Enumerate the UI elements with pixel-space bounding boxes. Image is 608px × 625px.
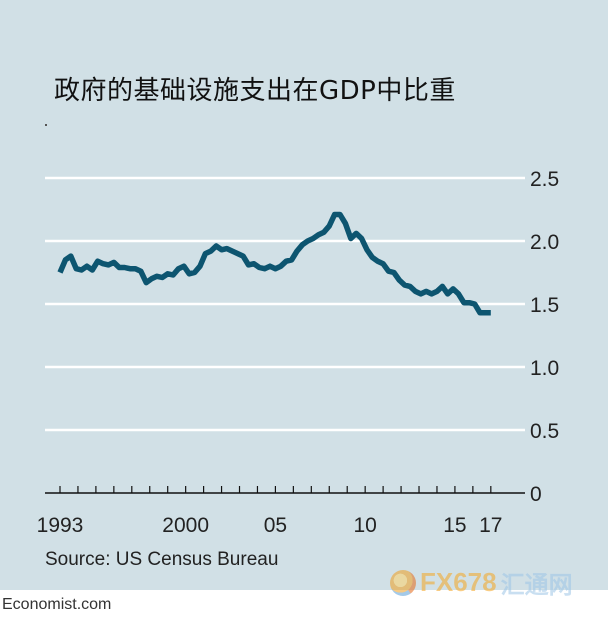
watermark-brand: FX678 [420,567,497,597]
x-tick-label: 1993 [37,514,84,537]
x-tick-label: 10 [353,514,376,537]
x-tick-label: 15 [443,514,466,537]
y-tick-label: 1.5 [530,294,559,317]
corner-mark [45,124,47,126]
line-chart: 0 0.5 1.0 1.5 2.0 2.5 1993 2000 05 10 15 17 [37,124,559,537]
y-tick-label: 1.0 [530,357,559,380]
y-tick-label: 0.5 [530,420,559,443]
x-tick-label: 2000 [162,514,209,537]
credit-text: Economist.com [2,596,112,613]
chart-title: 政府的基础设施支出在GDP中比重 [54,76,456,106]
chart-panel [0,0,608,590]
y-tick-label: 2.5 [530,168,559,191]
series-line [57,211,491,316]
watermark-cn: 汇通网 [500,571,573,599]
source-note: Source: US Census Bureau [45,549,279,570]
x-tick-label: 17 [479,514,502,537]
y-tick-label: 2.0 [530,231,559,254]
y-tick-label: 0 [530,483,542,506]
x-tick-label: 05 [264,514,287,537]
watermark: FX678 汇通网 [390,565,573,600]
fx678-logo-icon [390,569,416,596]
